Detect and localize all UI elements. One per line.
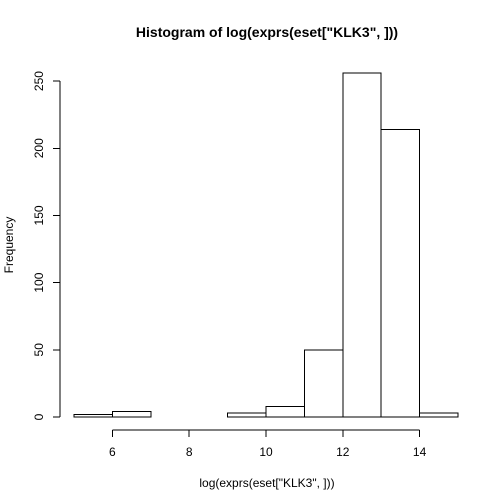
- histogram-bar-1: [111, 411, 152, 418]
- y-tick-label-250: 250: [32, 71, 46, 91]
- histogram-bar-8: [380, 128, 421, 418]
- x-tick-label-14: 14: [413, 445, 427, 459]
- y-tick-label-50: 50: [32, 343, 46, 357]
- y-axis: 0 50 100 150 200 250: [32, 71, 61, 420]
- histogram-bar-9: [419, 412, 459, 418]
- y-tick-label-100: 100: [32, 272, 46, 292]
- x-tick-label-10: 10: [259, 445, 273, 459]
- histogram-bar-6: [303, 349, 344, 418]
- x-tick-label-6: 6: [109, 445, 116, 459]
- bars-group: [73, 72, 459, 418]
- y-tick-label-150: 150: [32, 205, 46, 225]
- histogram-bar-7: [342, 72, 382, 418]
- histogram-bar-0: [73, 413, 113, 418]
- y-tick-label-0: 0: [32, 413, 46, 420]
- x-tick-label-12: 12: [336, 445, 350, 459]
- x-axis-label: log(exprs(eset["KLK3", ])): [199, 476, 334, 490]
- y-tick-label-200: 200: [32, 138, 46, 158]
- x-axis: 6 8 10 12 14: [109, 429, 427, 459]
- y-axis-label: Frequency: [2, 217, 16, 274]
- chart-title: Histogram of log(exprs(eset["KLK3", ])): [136, 24, 398, 40]
- x-tick-label-8: 8: [186, 445, 193, 459]
- histogram-bar-4: [227, 412, 267, 418]
- histogram-bar-5: [265, 405, 305, 418]
